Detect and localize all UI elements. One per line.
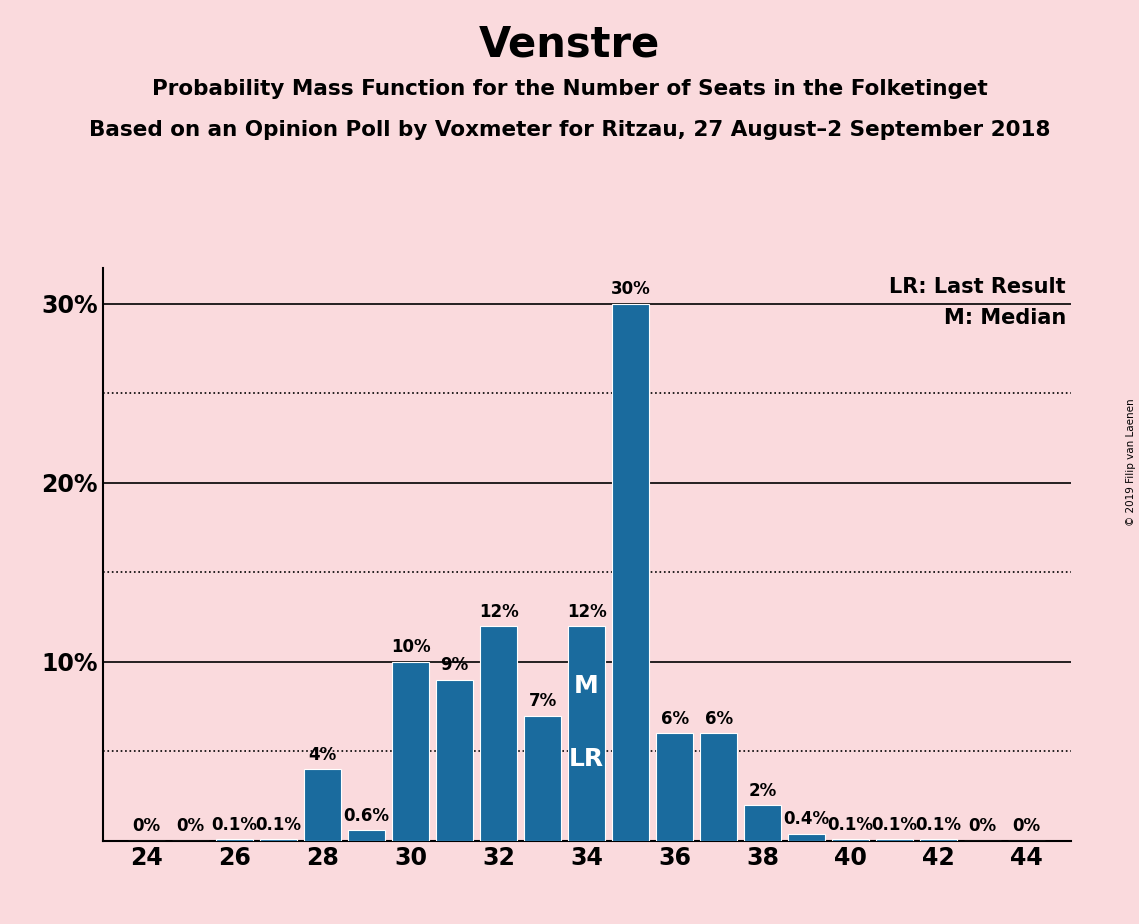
Bar [744,805,781,841]
Bar [699,734,737,841]
Text: 0%: 0% [177,818,205,835]
Text: 12%: 12% [567,602,606,621]
Text: © 2019 Filip van Laenen: © 2019 Filip van Laenen [1126,398,1136,526]
Bar [568,626,605,841]
Text: Probability Mass Function for the Number of Seats in the Folketinget: Probability Mass Function for the Number… [151,79,988,99]
Bar [436,680,474,841]
Text: 6%: 6% [705,710,732,728]
Text: 0.4%: 0.4% [784,810,829,828]
Bar [524,715,562,841]
Text: 0.1%: 0.1% [255,816,302,833]
Text: LR: Last Result: LR: Last Result [890,276,1066,297]
Text: 4%: 4% [309,746,337,764]
Text: 0%: 0% [132,818,161,835]
Bar [920,839,958,841]
Bar [304,769,342,841]
Text: 0.1%: 0.1% [212,816,257,833]
Text: Venstre: Venstre [478,23,661,65]
Bar [788,833,826,841]
Text: 0.1%: 0.1% [828,816,874,833]
Text: 12%: 12% [478,602,518,621]
Bar [831,839,869,841]
Bar [876,839,913,841]
Text: 0%: 0% [968,818,997,835]
Text: 6%: 6% [661,710,689,728]
Text: Based on an Opinion Poll by Voxmeter for Ritzau, 27 August–2 September 2018: Based on an Opinion Poll by Voxmeter for… [89,120,1050,140]
Text: 7%: 7% [528,692,557,711]
Text: 9%: 9% [441,656,468,675]
Bar [260,839,297,841]
Bar [392,662,429,841]
Text: 0.1%: 0.1% [916,816,961,833]
Text: M: M [574,675,599,699]
Bar [347,830,385,841]
Text: LR: LR [570,748,604,772]
Text: 2%: 2% [748,782,777,799]
Text: M: Median: M: Median [943,308,1066,328]
Text: 0%: 0% [1013,818,1041,835]
Bar [215,839,253,841]
Text: 10%: 10% [391,638,431,656]
Text: 0.1%: 0.1% [871,816,918,833]
Bar [480,626,517,841]
Bar [656,734,694,841]
Bar [612,304,649,841]
Text: 30%: 30% [611,280,650,298]
Text: 0.6%: 0.6% [344,807,390,825]
